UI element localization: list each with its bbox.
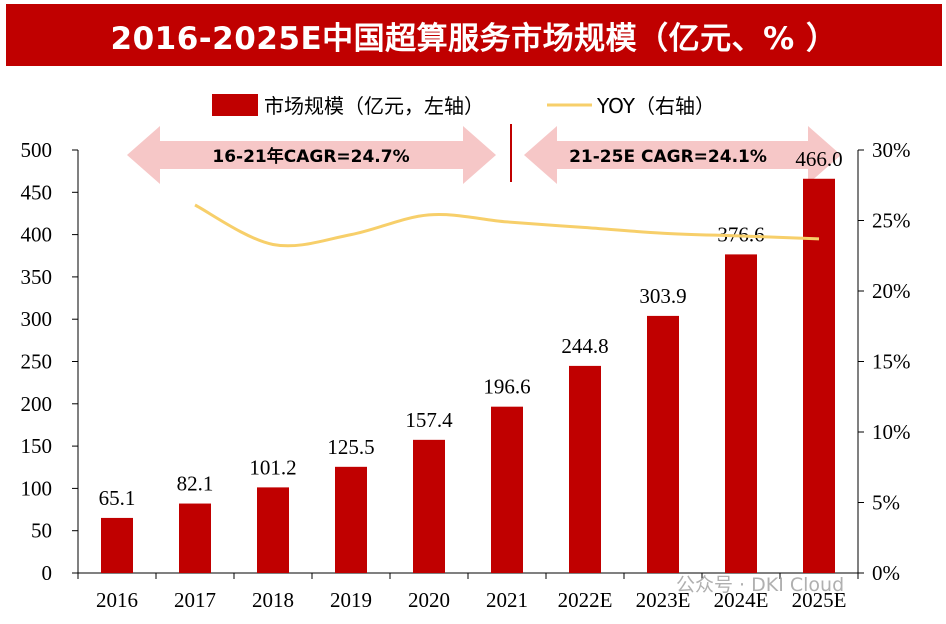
x-tick-label: 2025E [792, 588, 847, 612]
x-tick-label: 2017 [174, 588, 216, 612]
y-right-tick-label: 15% [872, 350, 911, 374]
y-left-tick-label: 250 [21, 350, 53, 374]
y-left-tick-label: 400 [21, 223, 53, 247]
bar-value-label: 82.1 [177, 472, 214, 496]
y-right-tick-label: 0% [872, 561, 900, 585]
y-left-tick-label: 150 [21, 434, 53, 458]
cagr-right-text: 21-25E CAGR=24.1% [569, 147, 767, 167]
y-left-tick-label: 0 [42, 561, 53, 585]
x-tick-label: 2022E [558, 588, 613, 612]
x-tick-label: 2018 [252, 588, 294, 612]
bar-value-label: 303.9 [639, 284, 686, 308]
y-right-tick-label: 20% [872, 279, 911, 303]
y-left-tick-label: 500 [21, 138, 53, 162]
y-left-tick-label: 300 [21, 307, 53, 331]
bars: 65.182.1101.2125.5157.4196.6244.8303.937… [99, 147, 843, 574]
x-tick-label: 2023E [636, 588, 691, 612]
y-right-tick-label: 10% [872, 420, 911, 444]
y-right-tick-label: 30% [872, 138, 911, 162]
yoy-line [194, 203, 820, 248]
bar-value-label: 244.8 [561, 334, 608, 358]
axes: 0 50 100 150 200 250 300 350 400 450 500 0% 5% 10% 15%… [21, 138, 911, 612]
x-tick-label: 2019 [330, 588, 372, 612]
bar [335, 466, 367, 573]
chart-title: 2016-2025E中国超算服务市场规模（亿元、% ） [110, 20, 838, 57]
bar-value-label: 466.0 [795, 147, 842, 171]
y-left-tick-label: 450 [21, 180, 53, 204]
bar [101, 517, 133, 573]
bar [413, 439, 445, 573]
y-right-tick-label: 25% [872, 209, 911, 233]
legend-line-label: YOY（右轴） [596, 94, 715, 118]
bar-value-label: 65.1 [99, 486, 136, 510]
x-tick-label: 2020 [408, 588, 450, 612]
title-bar: 2016-2025E中国超算服务市场规模（亿元、% ） [6, 4, 942, 66]
y-left-tick-label: 50 [31, 519, 52, 543]
legend-bar-label: 市场规模（亿元，左轴） [264, 94, 484, 118]
cagr-left-text: 16-21年CAGR=24.7% [212, 146, 409, 167]
x-tick-label: 2024E [714, 588, 769, 612]
cagr-right-arrow [524, 126, 841, 184]
y-left-tick-label: 200 [21, 392, 53, 416]
y-left-tick-label: 350 [21, 265, 53, 289]
legend-bar-swatch [212, 94, 258, 116]
legend: 市场规模（亿元，左轴） YOY（右轴） [212, 94, 715, 118]
x-tick-label: 2016 [96, 588, 138, 612]
bar [803, 178, 835, 574]
x-tick-label: 2021 [486, 588, 528, 612]
cagr-left-arrow [127, 126, 496, 184]
bar-value-label: 196.6 [483, 375, 530, 399]
bar [179, 503, 211, 573]
y-left-tick-label: 100 [21, 476, 53, 500]
cagr-arrows: 16-21年CAGR=24.7% 21-25E CAGR=24.1% [127, 124, 841, 184]
bar-value-label: 125.5 [327, 435, 374, 459]
bar-value-label: 101.2 [249, 455, 296, 479]
watermark: 公众号 · DKI Cloud [676, 574, 844, 596]
y-right-tick-label: 5% [872, 491, 900, 515]
bar [725, 254, 757, 573]
bar [257, 487, 289, 573]
bar [569, 365, 601, 573]
bar [647, 315, 679, 573]
bar-value-label: 157.4 [405, 408, 453, 432]
bar [491, 406, 523, 573]
